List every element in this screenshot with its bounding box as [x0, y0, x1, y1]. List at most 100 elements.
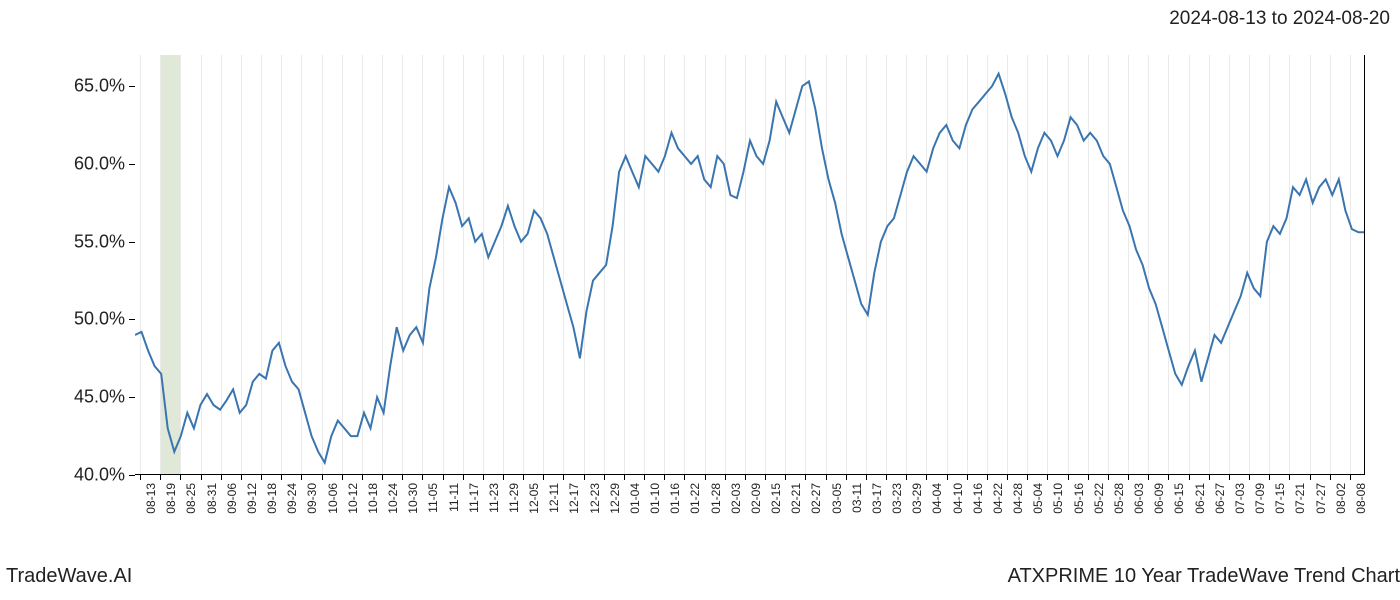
x-tick-label: 03-05: [830, 483, 844, 514]
x-tick-label: 06-21: [1193, 483, 1207, 514]
x-tick: [241, 475, 242, 480]
x-tick-label: 11-29: [507, 483, 521, 513]
x-tick: [1350, 475, 1351, 480]
x-tick: [1108, 475, 1109, 480]
x-tick-label: 08-19: [164, 483, 178, 514]
x-tick: [1209, 475, 1210, 480]
x-tick: [906, 475, 907, 480]
x-tick: [1088, 475, 1089, 480]
x-tick: [684, 475, 685, 480]
x-tick-label: 05-22: [1092, 483, 1106, 514]
x-tick: [705, 475, 706, 480]
x-tick: [725, 475, 726, 480]
x-tick: [221, 475, 222, 480]
x-tick-label: 02-09: [749, 483, 763, 514]
x-tick-label: 11-11: [447, 483, 461, 512]
x-tick-label: 06-03: [1132, 483, 1146, 514]
y-tick: [129, 475, 135, 476]
x-tick-label: 04-16: [971, 483, 985, 514]
x-tick-label: 05-10: [1051, 483, 1065, 514]
x-tick-label: 02-27: [809, 483, 823, 514]
x-tick: [342, 475, 343, 480]
x-tick-label: 01-22: [688, 483, 702, 514]
x-tick-label: 03-23: [890, 483, 904, 514]
x-tick: [443, 475, 444, 480]
x-tick-label: 02-03: [729, 483, 743, 514]
x-tick-label: 03-11: [850, 483, 864, 513]
x-tick-label: 10-30: [406, 483, 420, 514]
x-tick: [1068, 475, 1069, 480]
x-tick: [644, 475, 645, 480]
x-tick-label: 03-29: [910, 483, 924, 514]
y-tick-label: 40.0%: [74, 465, 125, 486]
x-tick: [886, 475, 887, 480]
x-tick-label: 12-11: [547, 483, 561, 513]
x-tick-label: 04-28: [1011, 483, 1025, 514]
x-tick: [1168, 475, 1169, 480]
x-tick-label: 02-15: [769, 483, 783, 514]
x-tick-label: 05-04: [1031, 483, 1045, 514]
date-range-label: 2024-08-13 to 2024-08-20: [1169, 8, 1390, 30]
x-tick: [826, 475, 827, 480]
x-tick-label: 08-02: [1334, 483, 1348, 514]
x-tick: [463, 475, 464, 480]
x-tick: [785, 475, 786, 480]
x-tick-label: 12-17: [567, 483, 581, 514]
x-tick-label: 07-15: [1273, 483, 1287, 514]
x-tick-label: 04-22: [991, 483, 1005, 514]
x-tick: [140, 475, 141, 480]
x-tick-label: 05-16: [1072, 483, 1086, 514]
x-tick-label: 01-16: [668, 483, 682, 514]
x-tick: [1289, 475, 1290, 480]
x-tick: [584, 475, 585, 480]
x-tick-label: 12-05: [527, 483, 541, 514]
x-tick: [1229, 475, 1230, 480]
x-tick: [1047, 475, 1048, 480]
x-tick: [846, 475, 847, 480]
x-tick-label: 08-25: [184, 483, 198, 514]
x-tick: [664, 475, 665, 480]
x-tick-label: 07-21: [1293, 483, 1307, 514]
x-tick-label: 11-05: [426, 483, 440, 513]
x-tick: [281, 475, 282, 480]
trend-chart: 40.0%45.0%50.0%55.0%60.0%65.0% 08-1308-1…: [135, 55, 1365, 475]
x-tick-label: 10-18: [366, 483, 380, 514]
x-tick-label: 09-18: [265, 483, 279, 514]
x-tick-label: 04-10: [951, 483, 965, 514]
x-tick-label: 06-27: [1213, 483, 1227, 514]
x-tick-label: 08-31: [205, 483, 219, 514]
x-tick: [967, 475, 968, 480]
x-tick-label: 06-15: [1172, 483, 1186, 514]
x-tick-label: 09-06: [225, 483, 239, 514]
x-tick-label: 01-10: [648, 483, 662, 514]
x-tick: [1269, 475, 1270, 480]
x-tick-label: 12-29: [608, 483, 622, 514]
y-tick-label: 45.0%: [74, 387, 125, 408]
plot-border: [135, 55, 1365, 475]
x-tick-label: 12-23: [588, 483, 602, 514]
x-tick-label: 10-24: [386, 483, 400, 514]
x-tick: [866, 475, 867, 480]
x-tick-label: 05-28: [1112, 483, 1126, 514]
x-tick: [201, 475, 202, 480]
x-tick: [261, 475, 262, 480]
x-tick: [1330, 475, 1331, 480]
x-tick-label: 01-04: [628, 483, 642, 514]
x-tick: [1310, 475, 1311, 480]
x-tick-label: 07-09: [1253, 483, 1267, 514]
x-tick: [322, 475, 323, 480]
x-tick-label: 07-27: [1314, 483, 1328, 514]
x-tick: [362, 475, 363, 480]
x-tick-label: 01-28: [709, 483, 723, 514]
x-tick-label: 08-13: [144, 483, 158, 514]
x-tick-label: 08-08: [1354, 483, 1368, 514]
x-tick-label: 09-30: [305, 483, 319, 514]
x-tick: [543, 475, 544, 480]
x-tick: [805, 475, 806, 480]
x-tick-label: 10-12: [346, 483, 360, 514]
y-tick-label: 65.0%: [74, 76, 125, 97]
x-tick-label: 11-23: [487, 483, 501, 513]
y-tick-label: 60.0%: [74, 153, 125, 174]
x-tick-label: 07-03: [1233, 483, 1247, 514]
x-tick-label: 03-17: [870, 483, 884, 514]
